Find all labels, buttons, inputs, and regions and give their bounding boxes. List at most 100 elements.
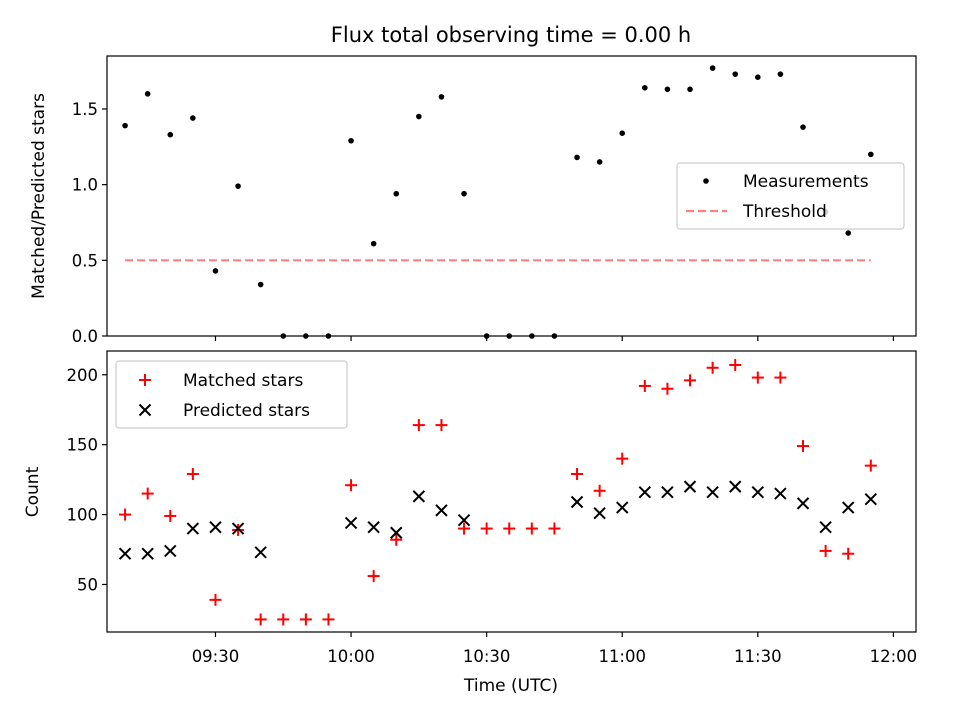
matched-stars-point: [345, 479, 358, 492]
cross-b: [367, 520, 380, 534]
chart-title: Flux total observing time = 0.00 h: [331, 23, 691, 47]
measurement-point: [144, 91, 151, 97]
x-tick-label: 09:30: [192, 647, 240, 666]
cross-b: [344, 516, 358, 530]
cross-b: [819, 520, 832, 534]
measurement-point: [642, 84, 648, 91]
bottom-y-tick-label: 150: [67, 436, 99, 455]
predicted-stars-point: [186, 522, 200, 535]
cross-b: [864, 492, 878, 506]
matched-stars-point: [729, 358, 742, 371]
legend-measurements-label: Measurements: [743, 172, 869, 192]
cross-b: [138, 403, 152, 417]
matched-stars-point: [684, 374, 697, 387]
matched-stars-point: [819, 544, 832, 557]
top-panel: 0.0 0.5 1.0 1.5 Matched/Predicted stars Mea…: [29, 55, 917, 346]
cross-b: [435, 504, 448, 517]
measurement-point: [732, 71, 739, 77]
legend-predicted-label: Predicted stars: [183, 401, 310, 421]
matched-stars-point: [141, 487, 154, 500]
top-plot-frame: [106, 55, 917, 337]
measurement-point: [709, 65, 716, 71]
measurement-point: [370, 240, 377, 247]
cross-b: [706, 485, 719, 499]
measurement-point: [235, 183, 241, 189]
measurement-point: [416, 113, 422, 120]
top-y-tick-label: 0.5: [72, 251, 98, 270]
matched-stars-point: [638, 379, 651, 392]
measurement-point: [596, 159, 603, 165]
cross-b: [141, 547, 154, 560]
x-tick-label: 10:30: [463, 647, 511, 666]
predicted-stars-point: [864, 492, 878, 506]
top-y-tick-label: 1.0: [72, 176, 98, 195]
legend-matched-marker: [139, 374, 151, 386]
measurement-point: [664, 86, 671, 93]
measurement-point: [190, 115, 196, 121]
predicted-stars-point: [774, 487, 787, 500]
matched-stars-point: [503, 522, 516, 535]
cross-b: [774, 487, 787, 500]
matched-stars-point: [842, 547, 855, 560]
top-y-tick-label: 1.5: [72, 100, 98, 119]
matched-stars-point: [119, 508, 132, 521]
x-tick-label: 12:00: [870, 647, 918, 666]
matched-stars-point: [299, 613, 312, 626]
predicted-stars-point: [616, 501, 629, 514]
matched-stars-point: [774, 371, 787, 384]
measurement-point: [574, 154, 580, 161]
predicted-stars-point: [254, 546, 267, 559]
bottom-legend: Matched stars Predicted stars: [115, 360, 348, 429]
cross-b: [638, 485, 652, 499]
top-marks: [122, 65, 874, 339]
cross-b: [616, 501, 629, 514]
matched-stars-point: [367, 570, 380, 583]
cross-b: [254, 546, 267, 559]
matched-stars-point: [209, 593, 222, 606]
predicted-stars-point: [231, 522, 245, 535]
cross-b: [231, 522, 245, 535]
measurement-point: [348, 137, 354, 144]
measurement-point: [461, 190, 467, 197]
predicted-stars-point: [412, 490, 426, 503]
x-tick-label: 11:30: [734, 647, 782, 666]
bottom-y-axis-label: Count: [23, 466, 43, 517]
bottom-y-tick-label: 100: [67, 506, 99, 525]
predicted-stars-point: [593, 506, 606, 520]
predicted-stars-point: [841, 501, 855, 514]
cross-b: [390, 526, 403, 539]
bottom-y-axis: 50 100 150 200: [67, 366, 107, 594]
predicted-stars-point: [118, 547, 132, 560]
x-tick-label: 11:00: [598, 647, 646, 666]
predicted-stars-point: [661, 485, 674, 499]
matched-stars-point: [254, 613, 267, 626]
cross-b: [164, 544, 177, 558]
measurement-point: [257, 281, 264, 288]
matched-stars-point: [571, 468, 584, 481]
predicted-stars-point: [344, 516, 358, 530]
cross-b: [457, 513, 471, 527]
matched-stars-point: [435, 419, 448, 432]
legend-matched-label: Matched stars: [183, 371, 303, 391]
matched-stars-point: [751, 371, 764, 384]
measurement-point: [800, 124, 806, 130]
cross-b: [683, 480, 697, 493]
predicted-stars-point: [796, 497, 810, 510]
matched-stars-point: [164, 509, 177, 522]
predicted-stars-point: [638, 485, 652, 499]
x-tick-label: 10:00: [327, 647, 375, 666]
predicted-stars-point: [751, 485, 765, 499]
predicted-stars-point: [457, 513, 471, 527]
matched-stars-point: [593, 484, 606, 497]
x-axis-label: Time (UTC): [463, 676, 558, 696]
top-y-axis-label: Matched/Predicted stars: [29, 93, 49, 299]
top-legend: Measurements Threshold: [676, 162, 905, 230]
cross-b: [593, 506, 606, 520]
measurement-point: [687, 86, 693, 93]
predicted-stars-point: [367, 520, 380, 534]
measurement-point: [122, 122, 128, 129]
predicted-stars-point: [570, 495, 584, 509]
